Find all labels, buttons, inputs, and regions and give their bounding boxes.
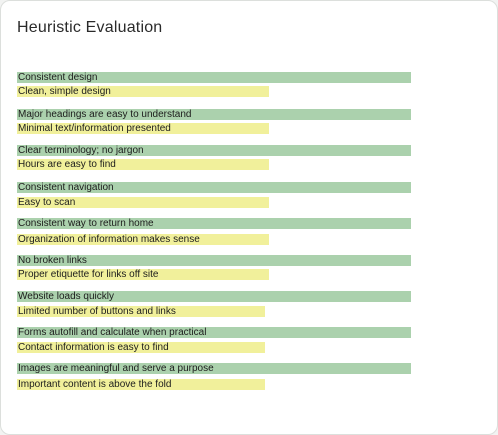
- bar-label: Important content is above the fold: [18, 379, 172, 390]
- bar: [17, 269, 269, 280]
- bar-label: Proper etiquette for links off site: [18, 269, 159, 280]
- bar-row: Images are meaningful and serve a purpos…: [17, 363, 411, 374]
- bar-row: Easy to scan: [17, 197, 269, 208]
- bar-row: Important content is above the fold: [17, 379, 265, 390]
- bar-label: Forms autofill and calculate when practi…: [18, 327, 207, 338]
- bar-label: Consistent design: [18, 72, 98, 83]
- bar-label: Images are meaningful and serve a purpos…: [18, 363, 214, 374]
- bar-row: Website loads quickly: [17, 291, 411, 302]
- bar-row: Minimal text/information presented: [17, 123, 269, 134]
- bar-label: Contact information is easy to find: [18, 342, 169, 353]
- bar-row: Consistent way to return home: [17, 218, 411, 229]
- bar-row: Proper etiquette for links off site: [17, 269, 269, 280]
- bar-row: Major headings are easy to understand: [17, 109, 411, 120]
- bar-row: Limited number of buttons and links: [17, 306, 265, 317]
- bar-label: Hours are easy to find: [18, 159, 116, 170]
- bar-row: Consistent navigation: [17, 182, 411, 193]
- bar-label: Clear terminology; no jargon: [18, 145, 144, 156]
- bar: [17, 123, 269, 134]
- bar-label: Website loads quickly: [18, 291, 114, 302]
- bar-label: Limited number of buttons and links: [18, 306, 176, 317]
- bar-row: Organization of information makes sense: [17, 234, 269, 245]
- chart-title: Heuristic Evaluation: [17, 19, 163, 36]
- bar-row: Contact information is easy to find: [17, 342, 265, 353]
- bar-row: Hours are easy to find: [17, 159, 269, 170]
- bar: [17, 255, 411, 266]
- bar: [17, 72, 411, 83]
- bar-row: No broken links: [17, 255, 411, 266]
- bar-label: Minimal text/information presented: [18, 123, 171, 134]
- bar: [17, 159, 269, 170]
- bar: [17, 291, 411, 302]
- bar: [17, 363, 411, 374]
- bar: [17, 327, 411, 338]
- bar-label: Easy to scan: [18, 197, 76, 208]
- bar-label: Clean, simple design: [18, 86, 111, 97]
- bar-label: Consistent way to return home: [18, 218, 154, 229]
- bar-row: Clean, simple design: [17, 86, 269, 97]
- bar-label: Organization of information makes sense: [18, 234, 200, 245]
- bar: [17, 342, 265, 353]
- bar: [17, 218, 411, 229]
- bar-label: No broken links: [18, 255, 87, 266]
- bar-row: Consistent design: [17, 72, 411, 83]
- bar: [17, 379, 265, 390]
- bar: [17, 145, 411, 156]
- bar: [17, 306, 265, 317]
- bar-label: Major headings are easy to understand: [18, 109, 192, 120]
- bar-row: Forms autofill and calculate when practi…: [17, 327, 411, 338]
- bar-label: Consistent navigation: [18, 182, 114, 193]
- bar-row: Clear terminology; no jargon: [17, 145, 411, 156]
- bar: [17, 86, 269, 97]
- bar: [17, 234, 269, 245]
- bar: [17, 182, 411, 193]
- bar: [17, 109, 411, 120]
- bar: [17, 197, 269, 208]
